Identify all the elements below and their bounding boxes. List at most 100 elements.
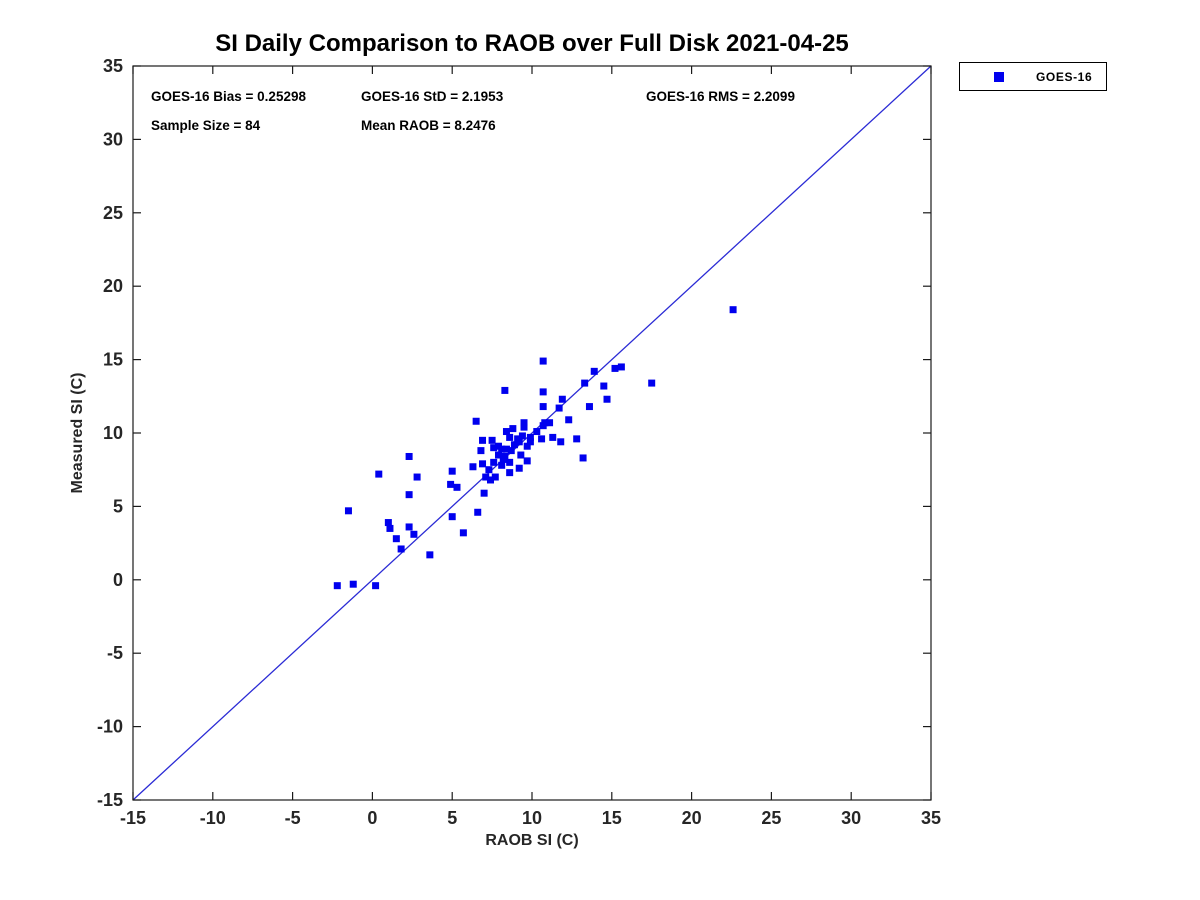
data-point: [453, 483, 461, 491]
data-point: [498, 461, 506, 469]
y-axis-label: Measured SI (C): [69, 372, 86, 494]
y-tick-label: -5: [107, 643, 123, 663]
data-point: [648, 379, 656, 387]
data-point: [480, 489, 488, 497]
data-point: [482, 473, 490, 481]
y-tick-label: -10: [97, 717, 123, 737]
y-tick-label: 10: [103, 423, 123, 443]
data-point: [502, 428, 510, 436]
data-point: [611, 364, 619, 372]
data-point: [405, 452, 413, 460]
data-point: [558, 395, 566, 403]
data-point: [600, 382, 608, 390]
data-point: [509, 425, 517, 433]
y-tick-label: -15: [97, 790, 123, 810]
x-tick-label: 5: [447, 808, 457, 828]
data-point: [349, 580, 357, 588]
data-point: [372, 582, 380, 590]
data-point: [426, 551, 434, 559]
data-point: [494, 451, 502, 459]
data-point: [410, 530, 418, 538]
x-tick-label: 35: [921, 808, 941, 828]
data-point: [555, 404, 563, 412]
x-tick-label: 15: [602, 808, 622, 828]
x-tick-label: 20: [682, 808, 702, 828]
data-point: [729, 306, 737, 314]
data-point: [487, 476, 495, 484]
data-point: [518, 432, 526, 440]
data-point: [459, 529, 467, 537]
y-tick-label: 15: [103, 350, 123, 370]
data-point: [581, 379, 589, 387]
data-point: [448, 467, 456, 475]
identity-line: [132, 65, 932, 801]
data-point: [520, 419, 528, 427]
data-point: [565, 416, 573, 424]
data-point: [392, 535, 400, 543]
data-point: [573, 435, 581, 443]
data-point: [526, 433, 534, 441]
legend-marker-square-icon: [994, 71, 1004, 82]
data-point: [479, 460, 487, 468]
y-tick-label: 25: [103, 203, 123, 223]
stat-bias: GOES-16 Bias = 0.25298: [151, 89, 306, 104]
data-point: [477, 447, 485, 455]
data-point: [546, 419, 554, 427]
data-point: [517, 451, 525, 459]
data-point: [405, 523, 413, 531]
data-point: [539, 357, 547, 365]
data-point: [539, 388, 547, 396]
y-tick-label: 5: [113, 496, 123, 516]
data-point: [506, 469, 514, 477]
stat-std: GOES-16 StD = 2.1953: [361, 89, 504, 104]
data-point: [603, 395, 611, 403]
legend: GOES-16: [959, 62, 1107, 91]
y-tick-label: 30: [103, 129, 123, 149]
data-point: [375, 470, 383, 478]
x-tick-label: 10: [522, 808, 542, 828]
data-point: [515, 464, 523, 472]
data-point: [617, 363, 625, 371]
data-point: [448, 513, 456, 521]
data-point: [520, 423, 528, 431]
data-point: [502, 445, 510, 453]
data-point: [488, 436, 496, 444]
data-point: [386, 524, 394, 532]
data-point: [469, 463, 477, 471]
data-point: [472, 417, 480, 425]
data-point: [541, 419, 549, 427]
y-tick-label: 35: [103, 56, 123, 76]
data-point: [498, 445, 506, 453]
x-axis-label: RAOB SI (C): [485, 832, 579, 849]
stat-sample-size: Sample Size = 84: [151, 118, 261, 133]
data-point: [538, 435, 546, 443]
data-point: [585, 403, 593, 411]
data-point: [523, 457, 531, 465]
chart-title: SI Daily Comparison to RAOB over Full Di…: [215, 30, 849, 57]
data-point: [405, 491, 413, 499]
x-tick-label: 25: [761, 808, 781, 828]
data-point: [501, 452, 509, 460]
data-point: [533, 428, 541, 436]
x-tick-label: -10: [200, 808, 226, 828]
y-tick-label: 0: [113, 570, 123, 590]
x-tick-label: 30: [841, 808, 861, 828]
data-point: [590, 367, 598, 375]
data-point: [579, 454, 587, 462]
x-tick-label: 0: [367, 808, 377, 828]
data-point: [549, 433, 557, 441]
data-point: [557, 438, 565, 446]
data-point: [514, 435, 522, 443]
stat-mean-raob: Mean RAOB = 8.2476: [361, 118, 496, 133]
data-point: [507, 447, 515, 455]
data-point: [447, 480, 455, 488]
stat-rms: GOES-16 RMS = 2.2099: [646, 89, 795, 104]
data-point: [490, 444, 498, 452]
data-point: [510, 441, 518, 449]
x-tick-label: -15: [120, 808, 146, 828]
data-point: [485, 466, 493, 474]
data-point: [490, 458, 498, 466]
data-point: [523, 442, 531, 450]
data-point: [501, 386, 509, 394]
data-point: [384, 519, 392, 527]
